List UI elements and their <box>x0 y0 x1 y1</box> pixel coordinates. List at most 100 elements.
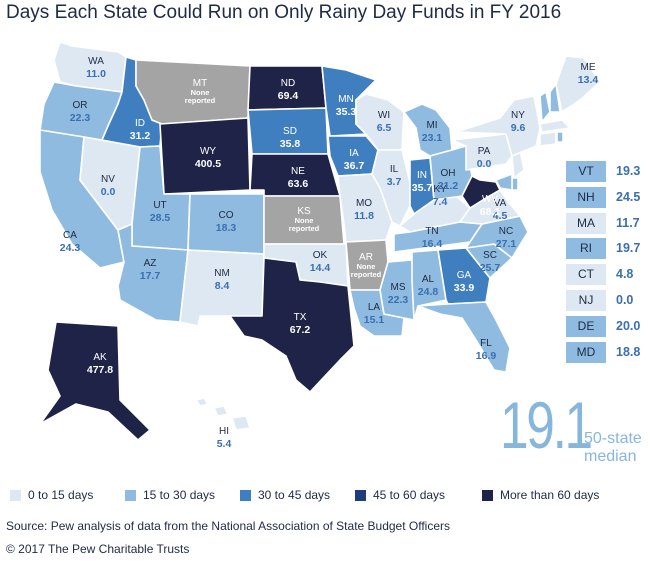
state-note-ar: None <box>357 262 376 271</box>
state-note-ks: None <box>295 216 314 225</box>
northeast-row-de: DE 20.0 <box>566 315 646 337</box>
state-code-ms: MS <box>391 282 406 293</box>
state-value-ga: 33.9 <box>454 282 475 294</box>
state-ny <box>455 95 541 157</box>
northeast-value: 20.0 <box>616 318 641 333</box>
state-me <box>555 55 601 113</box>
state-value-ny: 9.6 <box>511 122 526 134</box>
state-value-wv: 68.1 <box>480 206 501 218</box>
northeast-value: 4.8 <box>616 267 634 282</box>
state-nh <box>549 83 561 113</box>
state-value-va: 4.5 <box>493 210 508 222</box>
state-value-co: 18.3 <box>216 222 237 234</box>
median-label: 50-state median <box>584 430 642 466</box>
northeast-value: 19.7 <box>616 241 641 256</box>
state-code-pa: PA <box>478 146 491 157</box>
page-title: Days Each State Could Run on Only Rainy … <box>6 2 562 23</box>
state-ct <box>539 131 557 147</box>
median-value: 19.1 <box>500 388 593 462</box>
state-code-ok: OK <box>313 250 328 261</box>
state-value-mi: 23.1 <box>422 132 443 144</box>
legend-swatch <box>355 490 366 501</box>
state-value-nm: 8.4 <box>215 280 230 292</box>
state-code-ia: IA <box>349 148 359 159</box>
state-value-az: 17.7 <box>140 270 161 282</box>
state-tx <box>229 257 355 393</box>
state-value-sc: 25.7 <box>480 262 501 274</box>
state-code-ny: NY <box>511 110 525 121</box>
state-code-ky: KY <box>433 184 447 195</box>
state-de <box>511 177 519 191</box>
state-value-ia: 36.7 <box>344 160 365 172</box>
northeast-row-ma: MA 11.7 <box>566 212 646 234</box>
state-code-mi: MI <box>426 120 437 131</box>
state-value-ca: 24.3 <box>60 242 81 254</box>
state-code-tx: TX <box>294 312 307 323</box>
northeast-code: DE <box>566 315 606 337</box>
state-value-me: 13.4 <box>578 74 599 86</box>
state-value-tn: 16.4 <box>422 238 443 250</box>
state-code-la: LA <box>368 302 381 313</box>
northeast-value: 0.0 <box>616 292 634 307</box>
northeast-row-md: MD 18.8 <box>566 341 646 363</box>
state-value-wa: 11.0 <box>86 68 106 80</box>
state-code-sd: SD <box>283 126 297 137</box>
northeast-code: RI <box>566 238 606 260</box>
state-value-sd: 35.8 <box>280 138 301 150</box>
state-code-wv: WV <box>482 194 498 205</box>
state-code-ak: AK <box>93 352 107 363</box>
state-value-tx: 67.2 <box>290 324 311 336</box>
northeast-row-ct: CT 4.8 <box>566 264 646 286</box>
state-code-sc: SC <box>483 250 497 261</box>
state-value-nc: 27.1 <box>496 238 517 250</box>
state-value-ak: 477.8 <box>87 364 113 376</box>
state-value-ms: 22.3 <box>388 294 409 306</box>
northeast-value: 11.7 <box>616 215 640 230</box>
state-code-tn: TN <box>425 226 438 237</box>
state-value-la: 15.1 <box>364 314 385 326</box>
legend-swatch <box>10 490 21 501</box>
northeast-code: NJ <box>566 289 606 311</box>
legend-label: More than 60 days <box>500 488 600 502</box>
state-ma <box>539 119 571 133</box>
median-label-line1: 50-state <box>584 430 642 447</box>
state-code-oh: OH <box>441 168 456 179</box>
state-code-il: IL <box>390 164 399 175</box>
state-code-ut: UT <box>153 200 166 211</box>
state-note-ks: reported <box>289 224 320 233</box>
state-code-in: IN <box>417 170 427 181</box>
state-value-ut: 28.5 <box>150 212 171 224</box>
state-code-nc: NC <box>499 226 513 237</box>
state-code-ar: AR <box>359 252 373 263</box>
state-value-mn: 35.3 <box>336 106 357 118</box>
legend-label: 0 to 15 days <box>28 488 94 502</box>
state-code-wi: WI <box>378 110 390 121</box>
state-code-nm: NM <box>214 268 230 279</box>
state-code-mt: MT <box>193 78 207 89</box>
northeast-code: MA <box>566 212 606 234</box>
northeast-table: VT 19.3 NH 24.5 MA 11.7 RI 19.7 CT 4.8 NJ 0.0 DE 20.0… <box>566 161 646 367</box>
state-code-id: ID <box>135 118 145 129</box>
state-code-or: OR <box>73 100 88 111</box>
state-value-wi: 6.5 <box>377 122 392 134</box>
state-code-az: AZ <box>144 258 157 269</box>
state-value-in: 35.7 <box>412 182 433 194</box>
state-value-ok: 14.4 <box>310 262 331 274</box>
state-value-il: 3.7 <box>387 176 402 188</box>
state-code-me: ME <box>581 62 596 73</box>
state-value-fl: 16.9 <box>476 350 497 362</box>
state-value-or: 22.3 <box>70 112 91 124</box>
state-fl <box>417 301 511 373</box>
northeast-value: 18.8 <box>616 344 641 359</box>
state-value-hi: 5.4 <box>217 438 232 450</box>
state-value-nd: 69.4 <box>278 90 299 102</box>
state-code-co: CO <box>219 210 234 221</box>
state-hi <box>195 397 251 431</box>
northeast-row-nh: NH 24.5 <box>566 186 646 208</box>
state-code-wa: WA <box>88 56 104 67</box>
northeast-value: 19.3 <box>616 164 641 178</box>
state-note-mt: None <box>191 88 210 97</box>
state-code-mo: MO <box>356 198 372 209</box>
